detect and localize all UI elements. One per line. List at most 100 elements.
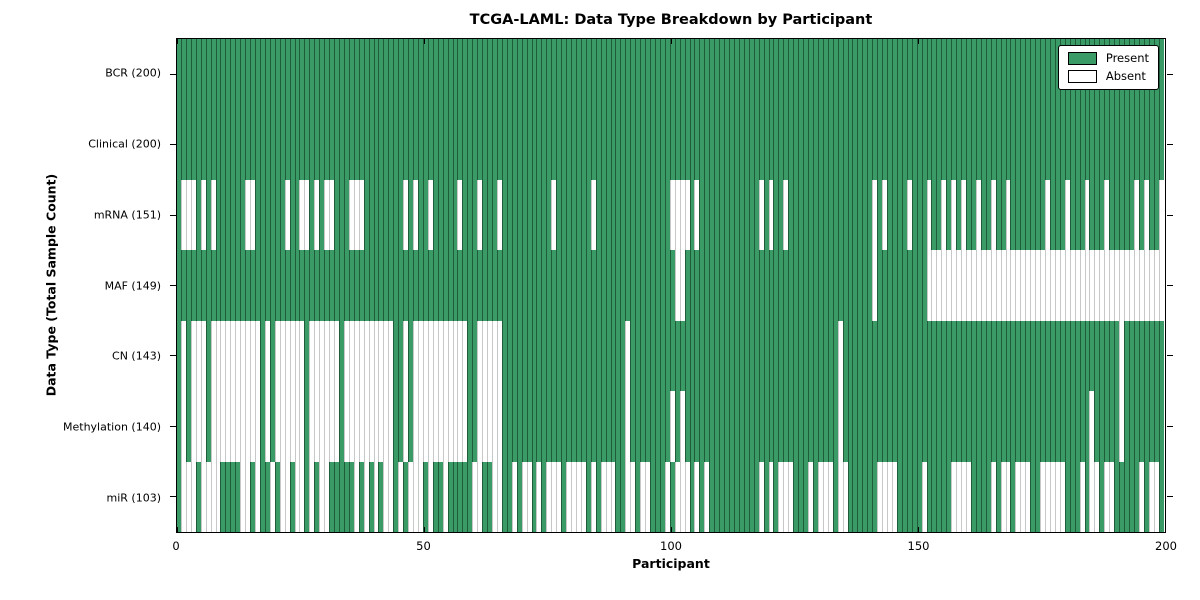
present-cell: [842, 39, 848, 110]
present-cell: [1143, 391, 1149, 462]
present-cell: [610, 250, 616, 321]
present-cell: [822, 320, 828, 392]
present-cell: [906, 250, 912, 321]
absent-cell: [388, 320, 394, 392]
present-cell: [269, 109, 275, 180]
present-cell: [615, 109, 621, 180]
absent-cell: [694, 179, 700, 251]
absent-cell: [758, 179, 764, 251]
absent-cell: [995, 250, 1001, 321]
present-cell: [911, 461, 917, 532]
row-methylation: [177, 391, 1165, 462]
absent-cell: [1025, 250, 1031, 321]
present-cell: [556, 391, 562, 462]
absent-cell: [536, 461, 542, 532]
present-cell: [674, 39, 680, 110]
present-cell: [714, 109, 720, 180]
present-cell: [738, 109, 744, 180]
present-cell: [1104, 109, 1110, 180]
present-cell: [743, 109, 749, 180]
absent-cell: [1074, 250, 1080, 321]
absent-cell: [1000, 461, 1006, 532]
present-cell: [363, 39, 369, 110]
x-tick: [176, 39, 178, 44]
absent-cell: [951, 179, 957, 251]
present-cell: [654, 109, 660, 180]
absent-cell: [827, 461, 833, 532]
present-cell: [1148, 179, 1154, 251]
present-cell: [1094, 109, 1100, 180]
present-cell: [427, 109, 433, 180]
present-cell: [348, 109, 354, 180]
present-cell: [185, 109, 191, 180]
present-cell: [719, 461, 725, 532]
present-cell: [788, 109, 794, 180]
present-cell: [684, 109, 690, 180]
absent-cell: [1005, 179, 1011, 251]
present-cell: [911, 250, 917, 321]
present-cell: [877, 391, 883, 462]
present-cell: [896, 391, 902, 462]
present-cell: [1109, 320, 1115, 392]
present-cell: [378, 109, 384, 180]
present-cell: [817, 179, 823, 251]
present-cell: [635, 179, 641, 251]
present-cell: [645, 179, 650, 251]
present-cell: [1133, 391, 1139, 462]
absent-cell: [413, 320, 418, 392]
present-cell: [403, 109, 409, 180]
present-cell: [536, 320, 542, 392]
present-cell: [916, 250, 922, 321]
y-tick-label: Methylation (140): [63, 420, 161, 434]
present-cell: [422, 109, 428, 180]
present-cell: [709, 39, 715, 110]
present-cell: [1148, 320, 1154, 392]
present-cell: [274, 179, 280, 251]
present-cell: [640, 179, 646, 251]
present-cell: [1089, 320, 1095, 392]
y-tick: [169, 285, 176, 286]
y-tick-label: Clinical (200): [88, 137, 161, 151]
present-cell: [240, 250, 246, 321]
present-cell: [615, 179, 621, 251]
present-cell: [1079, 391, 1085, 462]
present-cell: [546, 39, 552, 110]
present-cell: [215, 179, 221, 251]
present-cell: [1114, 391, 1120, 462]
present-cell: [501, 391, 507, 462]
absent-cell: [1158, 179, 1164, 251]
present-cell: [743, 179, 749, 251]
absent-cell: [511, 461, 517, 532]
absent-cell: [255, 461, 260, 532]
present-cell: [462, 250, 468, 321]
present-cell: [575, 39, 581, 110]
present-cell: [338, 109, 344, 180]
present-cell: [803, 39, 808, 110]
absent-cell: [1153, 461, 1159, 532]
present-cell: [195, 39, 201, 110]
present-cell: [995, 39, 1001, 110]
absent-cell: [1119, 250, 1124, 321]
present-cell: [245, 39, 251, 110]
present-cell: [1025, 109, 1031, 180]
present-cell: [571, 109, 576, 180]
absent-cell: [985, 250, 991, 321]
present-cell: [783, 250, 789, 321]
present-cell: [615, 461, 621, 532]
absent-cell: [348, 179, 354, 251]
absent-cell: [264, 391, 270, 462]
present-cell: [447, 109, 453, 180]
absent-cell: [245, 461, 251, 532]
present-cell: [822, 109, 828, 180]
present-cell: [1059, 391, 1065, 462]
absent-cell: [422, 391, 428, 462]
present-cell: [516, 39, 522, 110]
present-cell: [580, 250, 586, 321]
absent-cell: [220, 320, 226, 392]
absent-cell: [284, 461, 290, 532]
absent-cell: [882, 461, 887, 532]
present-cell: [590, 320, 596, 392]
absent-cell: [1148, 461, 1154, 532]
present-cell: [867, 320, 873, 392]
absent-cell: [205, 461, 211, 532]
